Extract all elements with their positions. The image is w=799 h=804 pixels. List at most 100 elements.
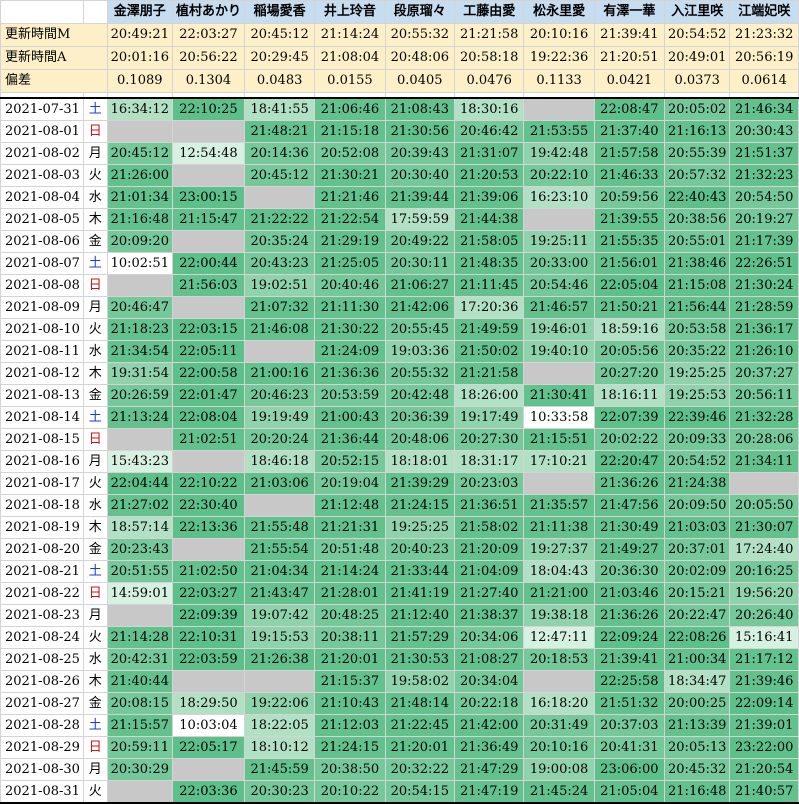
time-cell: 21:50:02	[453, 340, 525, 363]
time-cell: 21:27:40	[453, 582, 525, 605]
meta-value: 20:49:01	[664, 46, 731, 70]
time-cell: 21:11:38	[523, 516, 595, 539]
meta-value: 20:56:19	[729, 46, 799, 70]
time-cell: 21:20:53	[453, 164, 525, 187]
meta-value: 0.1304	[171, 69, 245, 93]
time-cell	[171, 538, 245, 561]
date-cell: 2021-08-01	[0, 120, 84, 143]
table-row: 2021-08-03 火 21:26:00 20:45:12 21:30:21 20:30…	[0, 164, 799, 187]
time-cell: 21:20:09	[453, 538, 525, 561]
time-cell: 20:18:53	[523, 648, 595, 671]
weekday-cell: 日	[82, 736, 108, 759]
time-cell	[523, 97, 595, 121]
time-cell: 17:20:36	[453, 296, 525, 319]
time-cell: 20:32:22	[384, 758, 456, 781]
meta-value: 20:55:32	[384, 23, 456, 47]
time-cell: 20:23:03	[453, 472, 525, 495]
weekday-cell: 水	[82, 186, 108, 209]
time-cell: 20:02:22	[593, 428, 666, 451]
weekday-cell: 火	[82, 780, 108, 804]
time-cell: 19:42:48	[523, 142, 595, 165]
time-cell	[523, 670, 595, 693]
time-cell: 20:34:04	[453, 670, 525, 693]
date-cell: 2021-08-15	[0, 428, 84, 451]
time-cell: 20:26:40	[729, 604, 799, 627]
time-cell: 22:05:17	[171, 736, 245, 759]
time-cell: 20:38:50	[314, 758, 386, 781]
time-cell	[171, 450, 245, 473]
weekday-cell: 土	[82, 714, 108, 737]
time-cell: 21:26:38	[243, 648, 316, 671]
time-cell: 20:02:09	[664, 560, 731, 583]
meta-value: 20:56:22	[171, 46, 245, 70]
weekday-cell: 土	[82, 560, 108, 583]
time-cell: 21:04:09	[453, 560, 525, 583]
time-cell: 21:36:36	[314, 362, 386, 385]
time-cell: 21:38:46	[664, 252, 731, 275]
time-cell: 20:30:40	[384, 164, 456, 187]
time-cell: 21:05:04	[593, 780, 666, 804]
time-cell: 21:48:14	[384, 692, 456, 715]
time-cell: 21:28:01	[314, 582, 386, 605]
time-cell: 20:08:15	[106, 692, 173, 715]
time-cell: 21:00:16	[243, 362, 316, 385]
time-cell: 20:55:39	[664, 142, 731, 165]
table-row: 2021-08-18 水 21:27:02 22:30:40 21:12:48 21:24…	[0, 494, 799, 517]
time-cell: 22:10:22	[171, 472, 245, 495]
time-cell: 21:31:07	[453, 142, 525, 165]
time-cell: 19:19:49	[243, 406, 316, 429]
time-cell: 20:55:01	[664, 230, 731, 253]
time-cell: 21:10:43	[314, 692, 386, 715]
time-cell	[171, 230, 245, 253]
date-cell: 2021-08-02	[0, 142, 84, 165]
time-cell: 22:10:25	[171, 97, 245, 121]
time-cell: 21:04:34	[243, 560, 316, 583]
time-cell: 20:28:06	[729, 428, 799, 451]
date-cell: 2021-08-11	[0, 340, 84, 363]
time-cell: 21:07:32	[243, 296, 316, 319]
date-cell: 2021-08-06	[0, 230, 84, 253]
time-cell: 21:20:01	[384, 736, 456, 759]
meta-value: 20:10:16	[523, 23, 595, 47]
time-cell: 21:11:45	[453, 274, 525, 297]
time-cell: 21:24:15	[314, 736, 386, 759]
time-cell: 21:42:06	[384, 296, 456, 319]
time-cell: 20:51:55	[106, 560, 173, 583]
time-cell: 21:46:57	[523, 296, 595, 319]
time-cell: 20:38:11	[314, 626, 386, 649]
weekday-cell: 火	[82, 472, 108, 495]
time-cell: 21:20:54	[729, 758, 799, 781]
time-cell: 22:03:59	[171, 648, 245, 671]
time-cell: 22:01:47	[171, 384, 245, 407]
date-cell: 2021-08-21	[0, 560, 84, 583]
meta-value: 20:48:06	[384, 46, 456, 70]
time-cell: 10:03:04	[171, 714, 245, 737]
member-name-header: 井上玲音	[314, 0, 386, 24]
weekday-cell: 木	[82, 670, 108, 693]
time-cell: 21:14:28	[106, 626, 173, 649]
time-cell: 20:09:33	[664, 428, 731, 451]
time-cell: 20:56:11	[729, 384, 799, 407]
weekday-cell: 火	[82, 164, 108, 187]
date-cell: 2021-08-25	[0, 648, 84, 671]
time-cell: 22:30:40	[171, 494, 245, 517]
meta-value: 0.0373	[664, 69, 731, 93]
time-cell: 20:05:13	[664, 736, 731, 759]
weekday-cell: 水	[82, 494, 108, 517]
weekday-cell: 土	[82, 97, 108, 121]
time-cell: 19:25:53	[664, 384, 731, 407]
time-cell: 21:45:24	[523, 780, 595, 804]
time-cell: 20:16:25	[729, 560, 799, 583]
time-cell: 20:46:42	[453, 120, 525, 143]
meta-value: 21:20:51	[593, 46, 666, 70]
time-cell: 21:39:55	[593, 208, 666, 231]
time-cell: 21:21:58	[453, 362, 525, 385]
time-cell: 20:15:21	[664, 582, 731, 605]
time-cell	[106, 780, 173, 804]
table-row: 2021-08-16 月 15:43:23 18:46:18 20:52:15 18:18…	[0, 450, 799, 473]
time-cell: 21:47:29	[453, 758, 525, 781]
time-cell: 18:18:01	[384, 450, 456, 473]
date-cell: 2021-08-17	[0, 472, 84, 495]
time-cell: 21:08:43	[384, 97, 456, 121]
